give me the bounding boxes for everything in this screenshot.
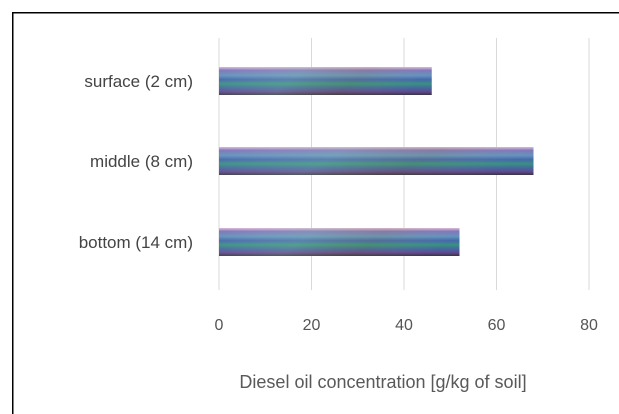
category-label: middle (8 cm) [90,152,193,171]
category-label: bottom (14 cm) [79,233,193,252]
category-label: surface (2 cm) [84,72,193,91]
chart-border-top [12,12,619,14]
bar-texture [219,147,534,175]
category-labels: surface (2 cm) middle (8 cm) bottom (14 cm… [79,72,193,252]
x-tick-label: 80 [580,317,598,334]
x-axis-title: Diesel oil concentration [g/kg of soil] [239,372,526,392]
x-tick-label: 20 [303,317,321,334]
x-tick-label: 0 [215,317,224,334]
bar-2 [219,228,460,256]
bar-texture [219,228,460,256]
x-tick-label: 40 [395,317,413,334]
x-tick-label: 60 [488,317,506,334]
bar-layer [219,67,534,256]
bar-1 [219,147,534,175]
chart-border-left [12,12,14,414]
bar-texture [219,67,432,95]
x-tick-labels: 0 20 40 60 80 [215,317,598,334]
bar-0 [219,67,432,95]
